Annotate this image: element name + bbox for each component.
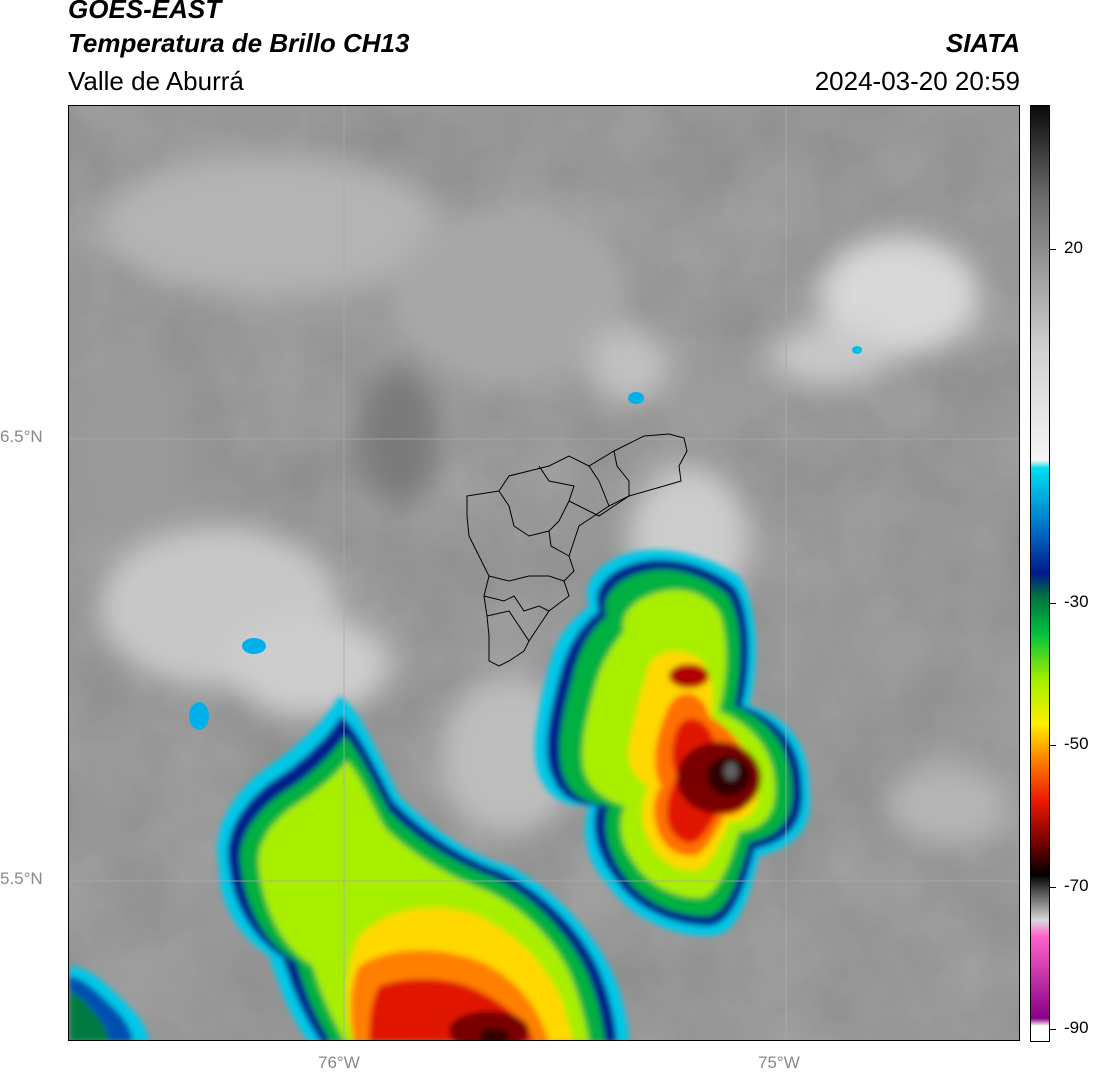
east-storm-cell <box>534 549 810 936</box>
longitude-label: 75°W <box>758 1053 800 1072</box>
latitude-label: 5.5°N <box>0 869 43 888</box>
colorbar-tick <box>1050 249 1056 250</box>
brightness-temperature-image <box>69 106 1019 1040</box>
channel-title: Temperatura de Brillo CH13 <box>68 28 410 58</box>
colorbar-tick-label: -50 <box>1064 734 1089 753</box>
colorbar-tick <box>1050 603 1056 604</box>
colorbar-tick <box>1050 745 1056 746</box>
latitude-label: 6.5°N <box>0 427 43 446</box>
satellite-map[interactable] <box>68 105 1020 1041</box>
colorbar-tick-label: -30 <box>1064 592 1089 611</box>
graticule <box>69 106 1019 1040</box>
cold-spot <box>189 702 209 730</box>
cold-spot <box>628 392 644 404</box>
municipal-boundaries <box>466 433 688 667</box>
longitude-label: 76°W <box>318 1053 360 1072</box>
agency-label: SIATA <box>945 28 1020 58</box>
cold-spot <box>852 346 862 354</box>
light-cloud-patches <box>69 156 1009 846</box>
cold-spot <box>242 638 266 654</box>
product-title: GOES-EAST <box>68 0 222 24</box>
corner-storm-cell <box>69 966 149 1040</box>
colorbar-tick <box>1050 887 1056 888</box>
colorbar-tick-label: 20 <box>1064 238 1083 257</box>
colorbar-tick-label: -90 <box>1064 1018 1089 1037</box>
temperature-colorbar <box>1030 105 1050 1042</box>
southwest-storm-cell <box>217 696 629 1040</box>
colorbar-tick-label: -70 <box>1064 876 1089 895</box>
timestamp-label: 2024-03-20 20:59 <box>814 66 1020 96</box>
region-subtitle: Valle de Aburrá <box>68 66 244 96</box>
colorbar-tick <box>1050 1029 1056 1030</box>
